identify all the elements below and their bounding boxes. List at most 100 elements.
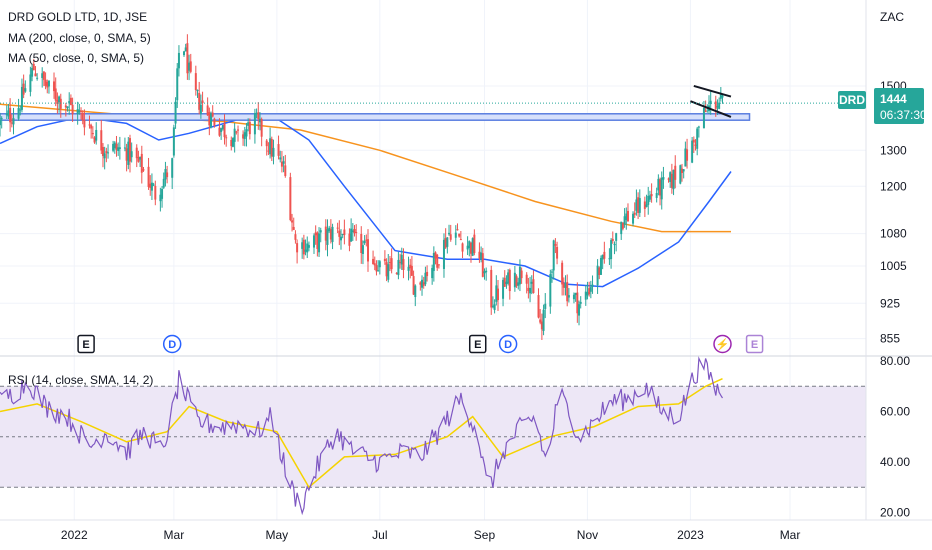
candle-body [544, 303, 547, 309]
candle-body [66, 106, 69, 108]
candle-body [243, 132, 246, 139]
candle-body [540, 321, 543, 330]
candle-body [44, 79, 47, 86]
candle-body [375, 265, 378, 272]
candle-body [56, 99, 59, 104]
event-letter: ⚡ [716, 338, 730, 351]
candle-body [702, 107, 705, 129]
candle-body [257, 112, 260, 119]
candle-body [113, 142, 116, 149]
candle-body [481, 253, 484, 277]
symbol-legend[interactable]: DRD GOLD LTD, 1D, JSE [8, 10, 147, 24]
candle-body [584, 291, 587, 300]
candle-body [149, 183, 152, 188]
candle-body [365, 239, 368, 241]
earnings-icon[interactable] [468, 334, 487, 354]
currency-label: ZAC [880, 10, 904, 24]
candle-body [387, 264, 390, 280]
candle-body [367, 239, 370, 262]
earnings-icon[interactable] [77, 334, 95, 354]
candle-body [210, 113, 213, 128]
candle-body [218, 127, 221, 136]
candle-body [469, 242, 472, 254]
earnings-icon[interactable] [745, 334, 764, 354]
candle-body [442, 239, 445, 269]
candle-body [296, 243, 299, 253]
candle-body [589, 287, 592, 292]
candle-body [601, 254, 604, 260]
split-icon[interactable] [713, 334, 732, 354]
rsi-axis[interactable]: 20.00 40.00 60.00 80.00 [880, 354, 910, 519]
candle-body [491, 305, 494, 307]
candle-body [267, 150, 270, 152]
candle-body [490, 269, 493, 308]
candle-body [270, 138, 273, 157]
ma50-legend[interactable]: MA (50, close, 0, SMA, 5) [8, 51, 144, 65]
candle-body [0, 118, 3, 120]
candle-body [539, 319, 542, 323]
rsi-legend[interactable]: RSI (14, close, SMA, 14, 2) [8, 373, 153, 387]
events-row[interactable]: E D E D ⚡ E [77, 334, 764, 354]
candle-body [378, 261, 381, 268]
dividend-icon[interactable] [498, 334, 518, 354]
candle-body [527, 287, 530, 292]
candle-body [461, 243, 464, 252]
candle-body [177, 52, 180, 69]
candle-body [68, 101, 71, 104]
rsi-tick-label: 40.00 [880, 455, 910, 469]
candle-body [361, 245, 364, 254]
price-pane[interactable]: E D E D ⚡ E [0, 0, 866, 520]
candle-body [410, 265, 413, 276]
time-tick-label: Mar [164, 528, 185, 542]
candle-body [696, 128, 699, 149]
ma200-legend[interactable]: MA (200, close, 0, SMA, 5) [8, 31, 151, 45]
candle-body [674, 165, 677, 180]
candle-body [302, 239, 305, 255]
candles-group [0, 34, 724, 340]
candle-body [578, 304, 581, 316]
candle-body [434, 252, 437, 259]
candle-body [562, 283, 565, 288]
candle-body [444, 238, 447, 248]
channel-line[interactable] [693, 85, 732, 98]
price-tick-label: 925 [880, 296, 900, 310]
candle-body [426, 271, 429, 277]
time-axis[interactable]: 2022 Mar May Jul Sep Nov 2023 Mar [61, 528, 800, 542]
candle-body [493, 304, 496, 310]
candle-body [230, 140, 233, 147]
candle-body [280, 161, 283, 167]
price-tick-label: 1080 [880, 227, 907, 241]
candle-body [196, 89, 199, 91]
candle-body [189, 61, 192, 72]
candle-body [586, 292, 589, 296]
candle-body [424, 272, 427, 285]
candle-body [328, 227, 331, 232]
rsi-tick-label: 60.00 [880, 405, 910, 419]
candle-body [41, 73, 44, 78]
candle-body [115, 143, 118, 150]
rsi-pane[interactable] [0, 356, 866, 516]
candle-body [20, 86, 23, 110]
candle-body [480, 252, 483, 260]
candle-body [564, 283, 567, 288]
channel-lines [690, 85, 732, 118]
time-tick-label: Jul [372, 528, 387, 542]
candle-body [235, 131, 238, 133]
candle-body [29, 74, 32, 92]
channel-line[interactable] [690, 100, 732, 118]
candle-body [659, 179, 662, 196]
candle-body [7, 110, 10, 117]
candle-body [552, 240, 555, 271]
candle-body [135, 147, 138, 159]
candle-body [549, 274, 552, 307]
candle-body [407, 266, 410, 271]
candle-body [485, 270, 488, 273]
candle-body [329, 229, 332, 240]
price-tag-countdown: 06:37:30 [880, 108, 927, 122]
candle-body [591, 284, 594, 287]
dividend-icon[interactable] [162, 334, 182, 354]
price-tick-label: 1300 [880, 143, 907, 157]
candle-body [377, 270, 380, 272]
candle-body [620, 221, 623, 235]
